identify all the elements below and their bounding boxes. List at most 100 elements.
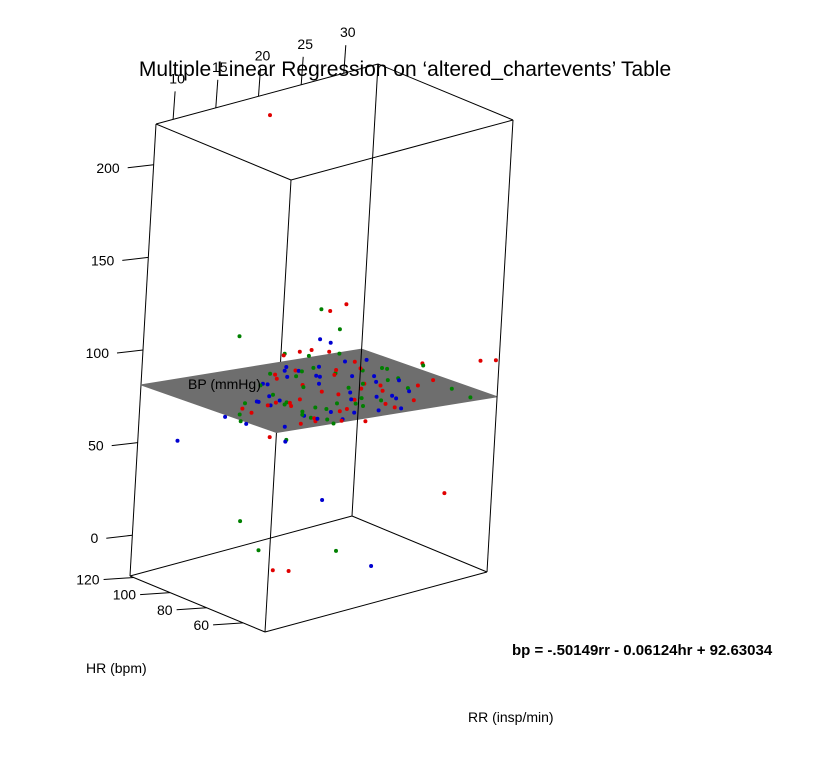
x-axis-tick bbox=[172, 91, 176, 120]
data-point bbox=[415, 383, 420, 388]
box-edge bbox=[155, 123, 292, 181]
data-point bbox=[271, 392, 275, 397]
y-axis-label: HR (bpm) bbox=[86, 660, 147, 676]
box-edge bbox=[351, 63, 379, 517]
data-point bbox=[273, 372, 278, 377]
data-point bbox=[240, 406, 245, 411]
z-tick-label: 0 bbox=[91, 530, 99, 546]
data-point bbox=[337, 327, 342, 332]
data-point bbox=[309, 348, 314, 352]
data-point bbox=[308, 415, 313, 420]
data-point bbox=[352, 410, 357, 415]
data-point bbox=[256, 548, 261, 553]
data-point bbox=[289, 404, 294, 408]
y-tick-label: 80 bbox=[157, 602, 173, 618]
data-point bbox=[349, 397, 354, 402]
data-point bbox=[344, 302, 349, 307]
data-point bbox=[284, 365, 289, 369]
y-axis-tick bbox=[176, 607, 207, 611]
data-point bbox=[394, 396, 399, 401]
data-point bbox=[350, 374, 355, 379]
data-point bbox=[175, 438, 180, 443]
data-point bbox=[273, 400, 278, 405]
data-point bbox=[296, 368, 301, 373]
x-axis-tick bbox=[215, 79, 219, 108]
data-point bbox=[337, 351, 342, 356]
data-point bbox=[298, 421, 303, 426]
data-point bbox=[328, 410, 333, 414]
data-point bbox=[315, 416, 320, 421]
data-point bbox=[334, 368, 339, 372]
z-axis-label: BP (mmHg) bbox=[188, 376, 261, 392]
box-edge bbox=[129, 515, 353, 577]
data-point bbox=[268, 113, 272, 118]
data-point bbox=[258, 383, 263, 388]
data-point bbox=[380, 366, 384, 370]
data-point bbox=[299, 369, 304, 374]
data-point bbox=[344, 407, 349, 411]
data-point bbox=[267, 435, 272, 440]
data-point bbox=[442, 491, 447, 496]
data-point bbox=[294, 374, 299, 379]
data-point bbox=[346, 385, 351, 390]
data-point bbox=[405, 386, 410, 391]
data-point bbox=[324, 407, 329, 411]
x-tick-label: 10 bbox=[169, 70, 185, 86]
box-edge bbox=[155, 63, 379, 125]
data-point bbox=[267, 394, 272, 399]
data-points bbox=[175, 113, 498, 573]
x-axis-tick bbox=[258, 68, 261, 97]
data-point bbox=[306, 353, 311, 358]
data-point bbox=[328, 309, 333, 313]
x-axis-label: RR (insp/min) bbox=[468, 709, 554, 725]
data-point bbox=[281, 353, 286, 358]
data-point bbox=[301, 385, 306, 390]
x-tick-label: 15 bbox=[212, 59, 228, 75]
data-point bbox=[319, 389, 324, 394]
data-point bbox=[328, 340, 333, 345]
data-point bbox=[243, 401, 247, 406]
data-point bbox=[300, 409, 305, 414]
box-edge bbox=[264, 571, 488, 633]
data-point bbox=[369, 564, 374, 568]
box-front-edges bbox=[129, 63, 514, 577]
data-point bbox=[493, 358, 498, 363]
data-point bbox=[380, 388, 385, 393]
box-edge bbox=[351, 515, 488, 573]
data-point bbox=[332, 372, 337, 377]
data-point bbox=[376, 408, 381, 413]
data-point bbox=[336, 392, 341, 397]
data-point bbox=[282, 368, 287, 373]
data-point bbox=[265, 382, 270, 387]
axis-ticks: 200 150 100 50 0 10 15 20 25 30 120 100 80 60 bbox=[76, 24, 356, 633]
z-tick-label: 50 bbox=[88, 438, 104, 454]
data-point bbox=[238, 519, 243, 524]
data-point bbox=[468, 395, 473, 400]
box-edge bbox=[377, 63, 514, 121]
data-point bbox=[274, 376, 279, 381]
data-point bbox=[352, 359, 357, 364]
data-point bbox=[327, 349, 332, 354]
data-point bbox=[359, 386, 364, 391]
data-point bbox=[421, 363, 426, 368]
y-tick-label: 100 bbox=[113, 587, 137, 603]
data-point bbox=[383, 401, 388, 406]
box-edge bbox=[486, 119, 514, 573]
data-point bbox=[397, 378, 401, 383]
data-point bbox=[325, 417, 330, 422]
data-point bbox=[268, 371, 273, 376]
data-point bbox=[348, 390, 353, 395]
data-point bbox=[449, 386, 454, 391]
regression-equation: bp = -.50149rr - 0.06124hr + 92.63034 bbox=[512, 642, 773, 659]
data-point bbox=[283, 439, 288, 444]
data-point bbox=[249, 410, 254, 415]
data-point bbox=[339, 418, 344, 423]
data-point bbox=[319, 307, 324, 312]
data-point bbox=[399, 406, 404, 411]
data-point bbox=[335, 401, 339, 406]
data-point bbox=[352, 397, 357, 402]
data-point bbox=[385, 378, 390, 383]
data-point bbox=[244, 421, 249, 426]
data-point bbox=[374, 394, 379, 399]
